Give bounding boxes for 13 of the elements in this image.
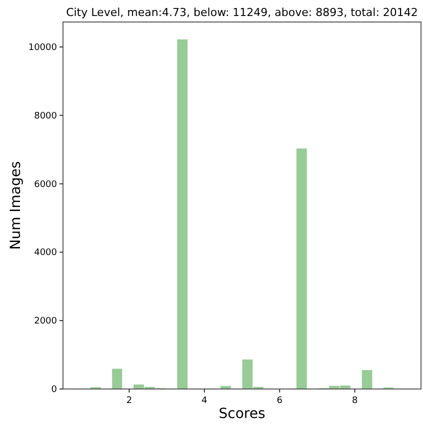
x-axis-title: Scores — [218, 406, 266, 422]
y-tick-label: 8000 — [34, 111, 58, 122]
chart-title: City Level, mean:4.73, below: 11249, above: 8893, total: 20142 — [66, 6, 418, 19]
x-tick-label: 2 — [126, 396, 132, 406]
x-tick-label: 8 — [352, 396, 358, 406]
y-tick-label: 6000 — [34, 180, 58, 190]
y-tick-label: 4000 — [34, 248, 58, 258]
y-axis-title: Num Images — [8, 161, 24, 250]
y-tick-label: 10000 — [28, 42, 58, 53]
x-tick-label: 6 — [276, 396, 283, 406]
y-tick-label: 2000 — [34, 316, 58, 327]
x-tick-label: 4 — [202, 396, 208, 406]
y-tick-label: 0 — [51, 385, 58, 395]
